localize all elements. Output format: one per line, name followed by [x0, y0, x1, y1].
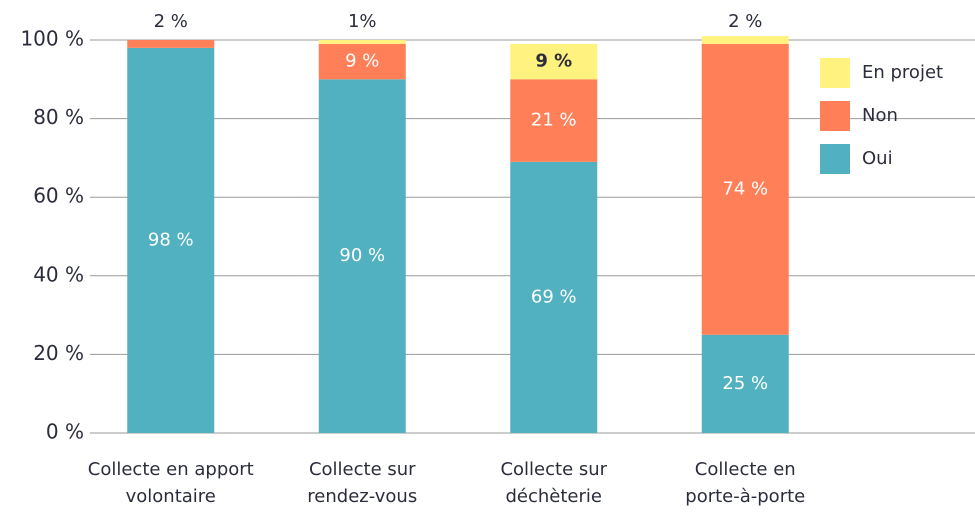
- data-label: 2 %: [154, 11, 188, 32]
- y-tick-label: 20 %: [33, 341, 84, 365]
- legend-swatch: [820, 144, 850, 174]
- data-label: 21 %: [531, 110, 577, 131]
- bar-segment: [318, 43, 406, 80]
- data-label: 69 %: [531, 286, 577, 307]
- x-tick-label: volontaire: [126, 486, 216, 507]
- bar-segment: [318, 79, 406, 434]
- legend-swatch: [820, 101, 850, 131]
- y-tick-label: 40 %: [33, 262, 84, 286]
- data-label: 9 %: [345, 51, 379, 72]
- legend-label: En projet: [862, 62, 943, 83]
- bar-segment: [510, 161, 598, 433]
- bar-segment: [127, 47, 215, 434]
- data-label: 2 %: [728, 11, 762, 32]
- legend-label: Non: [862, 105, 898, 126]
- bar-segment: [701, 36, 789, 44]
- x-tick-label: porte-à-porte: [685, 486, 805, 507]
- x-tick-label: Collecte sur: [309, 459, 416, 480]
- legend-label: Oui: [862, 148, 893, 169]
- y-tick-label: 60 %: [33, 184, 84, 208]
- y-tick-label: 80 %: [33, 105, 84, 129]
- x-tick-label: rendez-vous: [307, 486, 417, 507]
- bar-segment: [510, 79, 598, 162]
- data-label: 25 %: [722, 373, 768, 394]
- data-label: 74 %: [722, 178, 768, 199]
- y-tick-label: 0 %: [46, 420, 84, 444]
- bar-segment: [510, 43, 598, 80]
- data-label: 1%: [348, 11, 377, 32]
- data-label: 98 %: [148, 229, 194, 250]
- legend-swatch: [820, 58, 850, 88]
- bar-segment: [127, 40, 215, 48]
- x-tick-label: déchèterie: [506, 486, 603, 507]
- bar-segment: [318, 40, 406, 44]
- x-tick-label: Collecte sur: [500, 459, 607, 480]
- data-label: 9 %: [535, 51, 572, 72]
- bar-segment: [701, 43, 789, 335]
- x-tick-label: Collecte en: [695, 459, 796, 480]
- bar-segment: [701, 334, 789, 433]
- x-tick-label: Collecte en apport: [88, 459, 254, 480]
- data-label: 90 %: [339, 245, 385, 266]
- y-tick-label: 100 %: [20, 27, 84, 51]
